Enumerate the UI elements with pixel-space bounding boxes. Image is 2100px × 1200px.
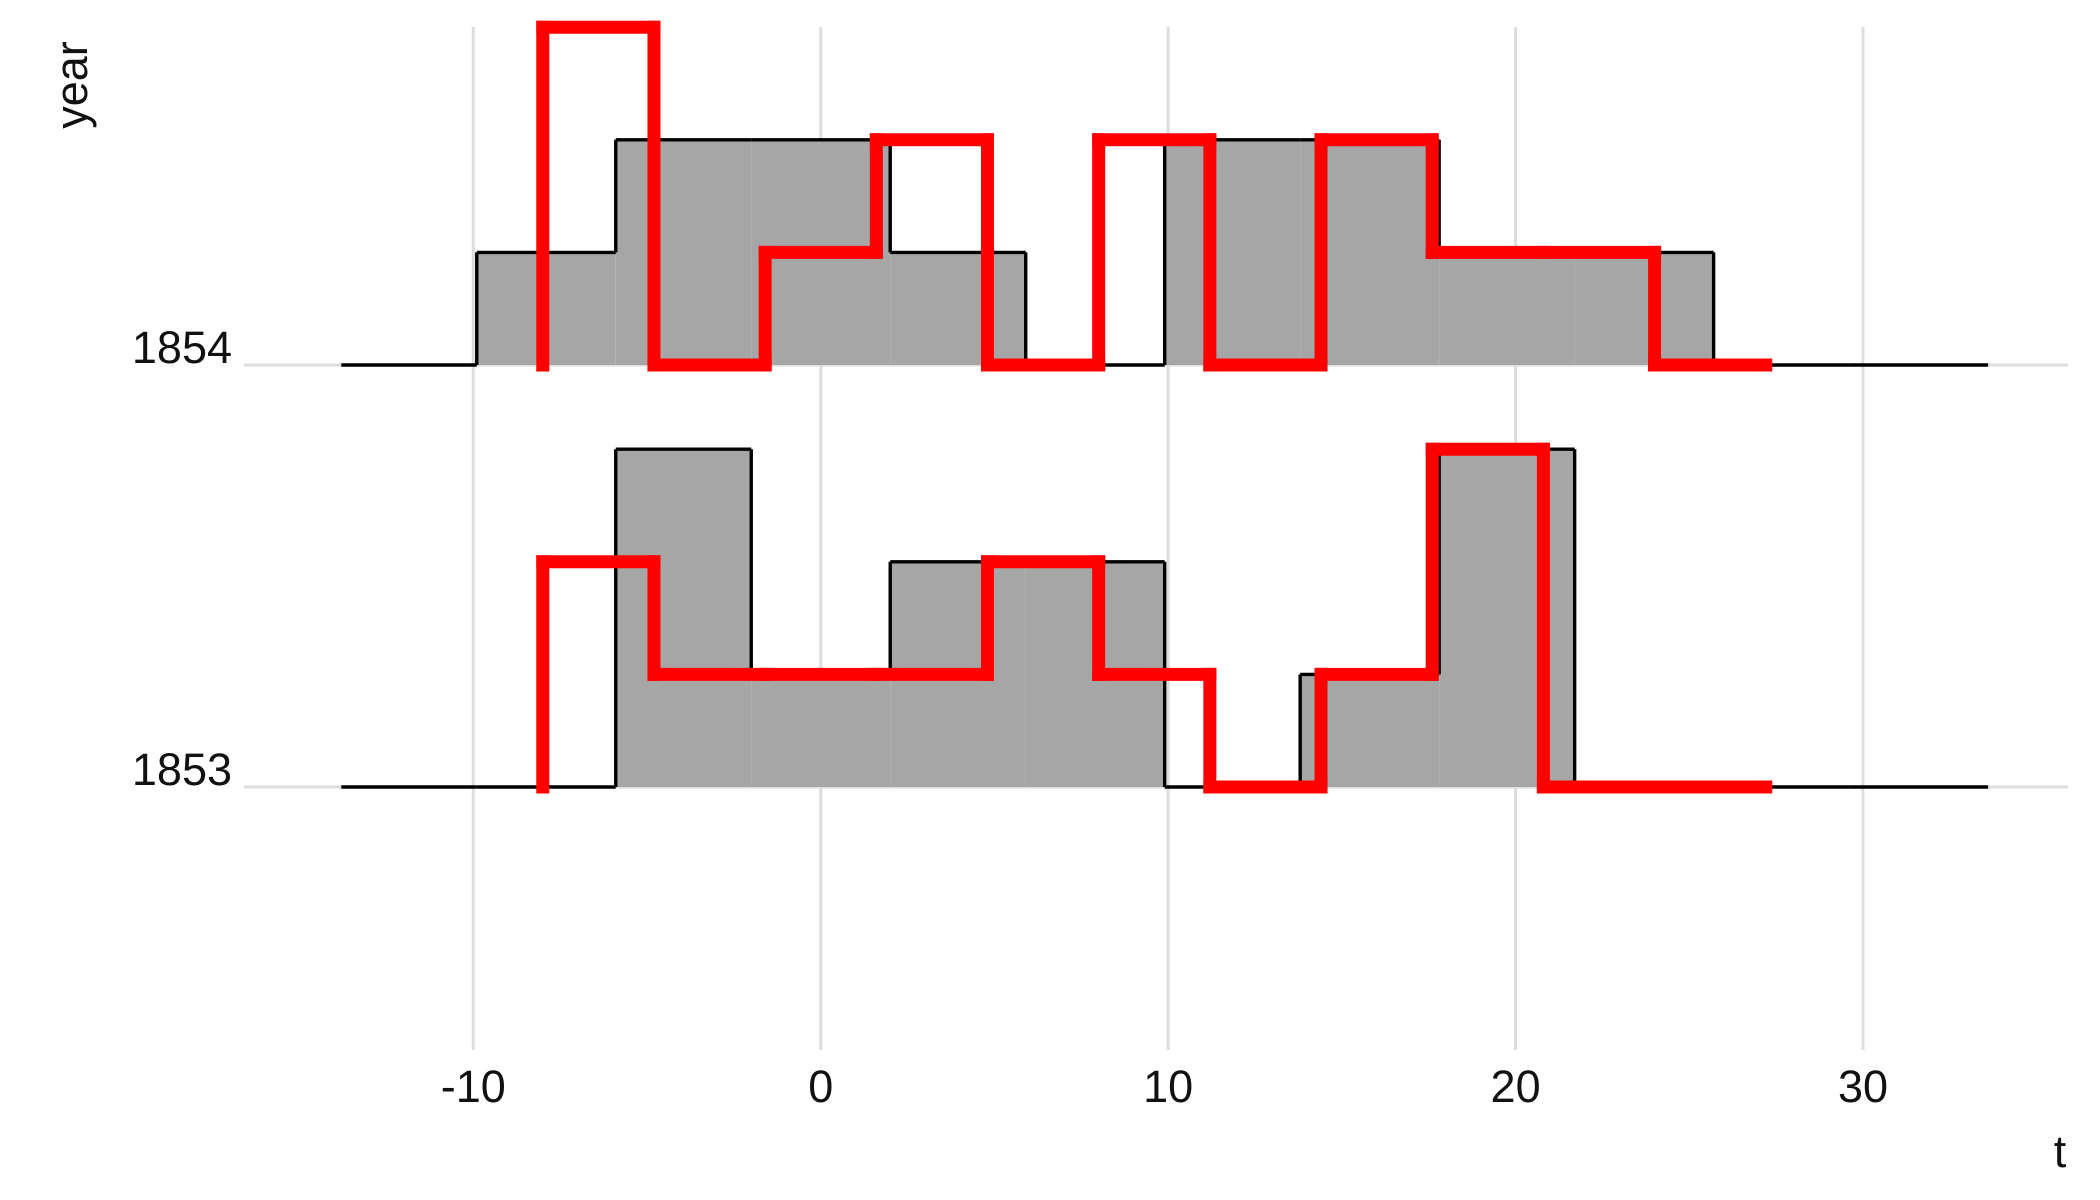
bar	[751, 674, 891, 787]
y-tick-label: 1853	[132, 744, 232, 795]
x-tick-label: -10	[441, 1061, 506, 1112]
bar	[890, 252, 1026, 365]
bar	[615, 449, 752, 787]
x-tick-label: 10	[1143, 1061, 1193, 1112]
x-tick-label: 20	[1491, 1061, 1541, 1112]
y-tick-label: 1854	[132, 322, 232, 373]
bar	[1439, 449, 1575, 787]
bar	[615, 139, 752, 365]
x-tick-label: 30	[1838, 1061, 1888, 1112]
bar	[1164, 139, 1301, 365]
x-axis-title: t	[2054, 1126, 2067, 1177]
x-tick-label: 0	[808, 1061, 833, 1112]
y-axis-title: year	[46, 41, 97, 129]
bar	[1439, 252, 1575, 365]
bar	[1574, 252, 1714, 365]
